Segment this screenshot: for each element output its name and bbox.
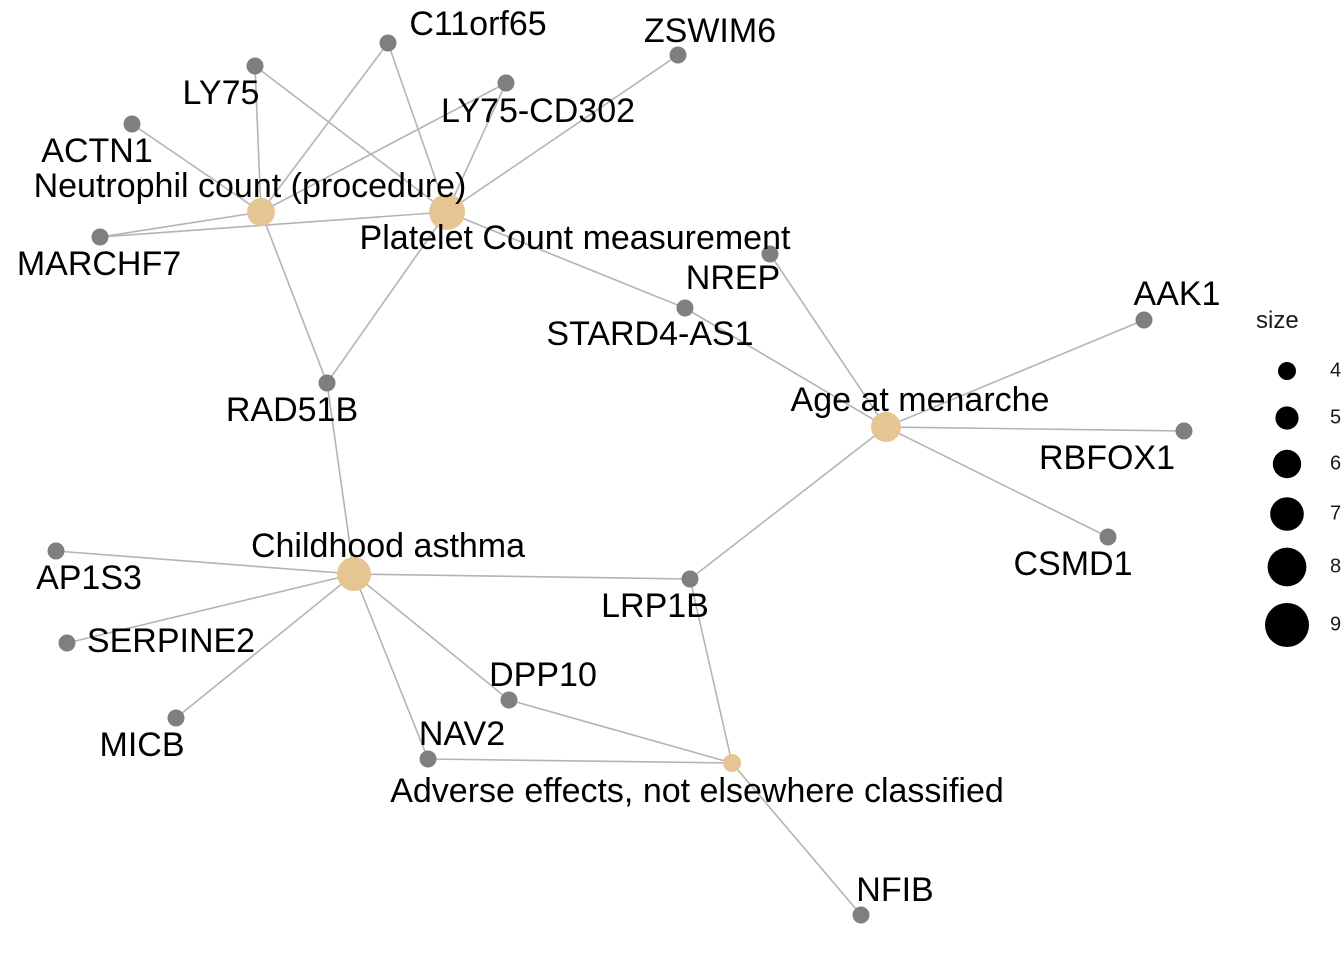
- term-node-asthma: [337, 557, 371, 591]
- gene-node-STARD4-AS1: [676, 299, 694, 317]
- gene-node-ZSWIM6: [669, 46, 687, 64]
- edge-menarche-AAK1: [885, 319, 1145, 428]
- gene-node-NREP: [761, 245, 779, 263]
- gene-label-NFIB: NFIB: [856, 871, 933, 909]
- node-layer: [47, 34, 1193, 924]
- gene-label-ZSWIM6: ZSWIM6: [644, 12, 776, 50]
- gene-node-SERPINE2: [58, 634, 76, 652]
- gene-label-RAD51B: RAD51B: [226, 391, 358, 429]
- label-layer: C11orf65 ZSWIM6 LY75 LY75-CD302 ACTN1 MARCHF7…: [17, 5, 1221, 909]
- legend-items: 4 5 6 7 8 9: [1265, 359, 1341, 647]
- term-node-neutrophil: [247, 198, 275, 226]
- legend-label-8: 8: [1330, 555, 1341, 577]
- legend-label-5: 5: [1330, 406, 1341, 428]
- edge-menarche-STARD4-AS1: [684, 307, 887, 428]
- legend-dot-6: [1272, 449, 1302, 479]
- gene-node-DPP10: [500, 691, 518, 709]
- edge-adverse-DPP10: [508, 699, 733, 764]
- edge-menarche-NREP: [769, 253, 887, 428]
- term-node-adverse: [723, 754, 741, 772]
- edge-adverse-NAV2: [427, 758, 733, 764]
- edge-menarche-RBFOX1: [885, 426, 1185, 432]
- gene-label-CSMD1: CSMD1: [1013, 545, 1132, 583]
- edge-neutrophil-LY75-CD302: [260, 82, 507, 213]
- gene-node-LY75: [246, 57, 264, 75]
- gene-node-RAD51B: [318, 374, 336, 392]
- gene-label-ACTN1: ACTN1: [41, 132, 152, 170]
- legend-label-7: 7: [1330, 502, 1341, 524]
- legend-label-6: 6: [1330, 452, 1341, 474]
- edge-platelet-RAD51B: [326, 211, 448, 384]
- edge-layer: [55, 42, 1185, 916]
- gene-label-MARCHF7: MARCHF7: [17, 245, 181, 283]
- legend-dot-5: [1275, 406, 1299, 430]
- edge-asthma-RAD51B: [326, 382, 355, 575]
- gene-node-C11orf65: [379, 34, 397, 52]
- gene-label-RBFOX1: RBFOX1: [1039, 439, 1175, 477]
- edge-neutrophil-ACTN1: [131, 123, 262, 213]
- edge-platelet-ZSWIM6: [446, 54, 679, 213]
- gene-label-SERPINE2: SERPINE2: [87, 622, 255, 660]
- gene-label-AAK1: AAK1: [1134, 275, 1221, 313]
- term-label-platelet: Platelet Count measurement: [360, 219, 791, 257]
- term-label-neutrophil: Neutrophil count (procedure): [34, 167, 467, 205]
- edge-platelet-LY75-CD302: [446, 82, 507, 213]
- gene-node-RBFOX1: [1175, 422, 1193, 440]
- gene-node-MARCHF7: [91, 228, 109, 246]
- edge-asthma-MICB: [175, 573, 355, 719]
- gene-label-DPP10: DPP10: [489, 656, 597, 694]
- edge-neutrophil-LY75: [254, 65, 262, 213]
- edge-platelet-C11orf65: [387, 42, 448, 213]
- edge-neutrophil-C11orf65: [260, 42, 389, 213]
- legend-dot-8: [1267, 547, 1307, 587]
- edge-asthma-SERPINE2: [66, 573, 355, 644]
- gene-label-LY75-CD302: LY75-CD302: [441, 92, 635, 130]
- term-label-menarche: Age at menarche: [791, 381, 1050, 419]
- term-node-platelet: [429, 194, 465, 230]
- legend-label-4: 4: [1330, 359, 1341, 381]
- gene-node-LRP1B: [681, 570, 699, 588]
- size-legend: size 4 5 6 7 8 9: [1256, 307, 1341, 647]
- edge-menarche-CSMD1: [885, 426, 1109, 538]
- edge-adverse-NFIB: [731, 762, 862, 916]
- gene-node-AAK1: [1135, 311, 1153, 329]
- legend-dot-9: [1265, 603, 1309, 647]
- gene-label-STARD4-AS1: STARD4-AS1: [546, 315, 753, 353]
- edge-menarche-LRP1B: [689, 426, 887, 580]
- gene-label-NREP: NREP: [686, 259, 780, 297]
- edge-neutrophil-RAD51B: [260, 211, 328, 384]
- edge-asthma-DPP10: [353, 573, 510, 701]
- legend-dot-7: [1270, 497, 1304, 531]
- gene-label-MICB: MICB: [100, 726, 185, 764]
- gene-node-ACTN1: [123, 115, 141, 133]
- edge-platelet-LY75: [254, 65, 448, 213]
- legend-title: size: [1256, 307, 1299, 334]
- legend-label-9: 9: [1330, 613, 1341, 635]
- term-label-adverse: Adverse effects, not elsewhere classifie…: [390, 772, 1004, 810]
- gene-label-NAV2: NAV2: [419, 715, 505, 753]
- edge-asthma-LRP1B: [353, 573, 691, 580]
- gene-node-AP1S3: [47, 542, 65, 560]
- term-label-asthma: Childhood asthma: [251, 527, 525, 565]
- gene-label-LRP1B: LRP1B: [601, 587, 709, 625]
- term-node-menarche: [871, 412, 901, 442]
- gene-label-C11orf65: C11orf65: [409, 5, 546, 43]
- gene-node-CSMD1: [1099, 528, 1117, 546]
- gene-node-MICB: [167, 709, 185, 727]
- gene-label-LY75: LY75: [183, 74, 260, 112]
- gene-node-LY75-CD302: [497, 74, 515, 92]
- edge-neutrophil-MARCHF7: [99, 211, 262, 238]
- edge-platelet-STARD4-AS1: [446, 211, 686, 309]
- gene-label-AP1S3: AP1S3: [36, 559, 142, 597]
- edge-platelet-MARCHF7: [99, 211, 448, 238]
- legend-dot-4: [1278, 362, 1296, 380]
- edge-asthma-NAV2: [353, 573, 429, 760]
- edge-adverse-LRP1B: [689, 578, 733, 764]
- edge-asthma-AP1S3: [55, 550, 355, 575]
- gene-node-NFIB: [852, 906, 870, 924]
- gene-node-NAV2: [419, 750, 437, 768]
